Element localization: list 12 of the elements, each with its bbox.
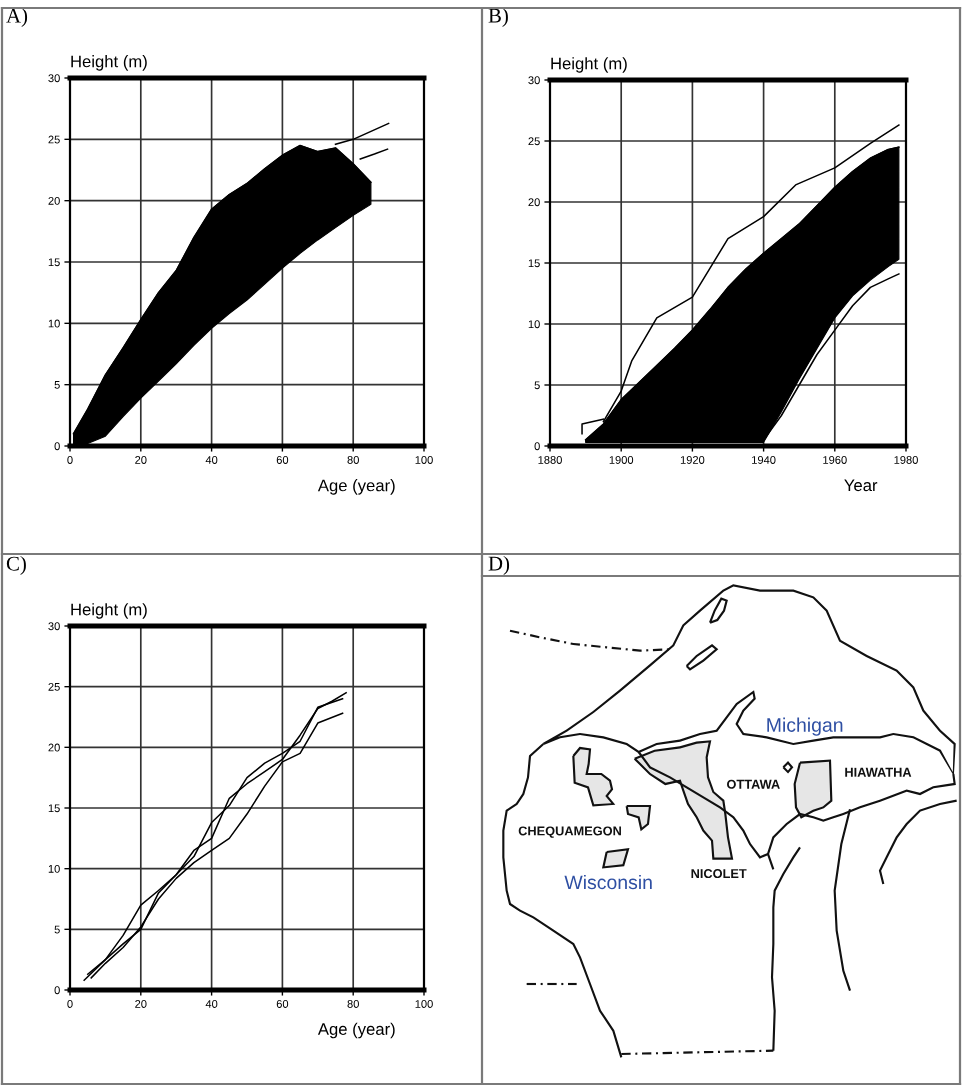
y-axis-title: Height (m) [71,603,147,619]
text: Wisconsin [564,874,652,890]
text: D) [488,556,510,575]
chart-title: C) [6,556,26,575]
text: Michigan [767,717,843,736]
y-axis-title: Height (m) [71,55,147,71]
chart-title: B) [488,8,508,27]
x-axis-title: Age (year) [317,479,395,495]
x-axis-title: Year [844,479,878,492]
y-axis-title: Height (m) [551,57,627,73]
chart-title: A) [6,8,28,27]
x-axis-title: Age (year) [317,1022,395,1039]
